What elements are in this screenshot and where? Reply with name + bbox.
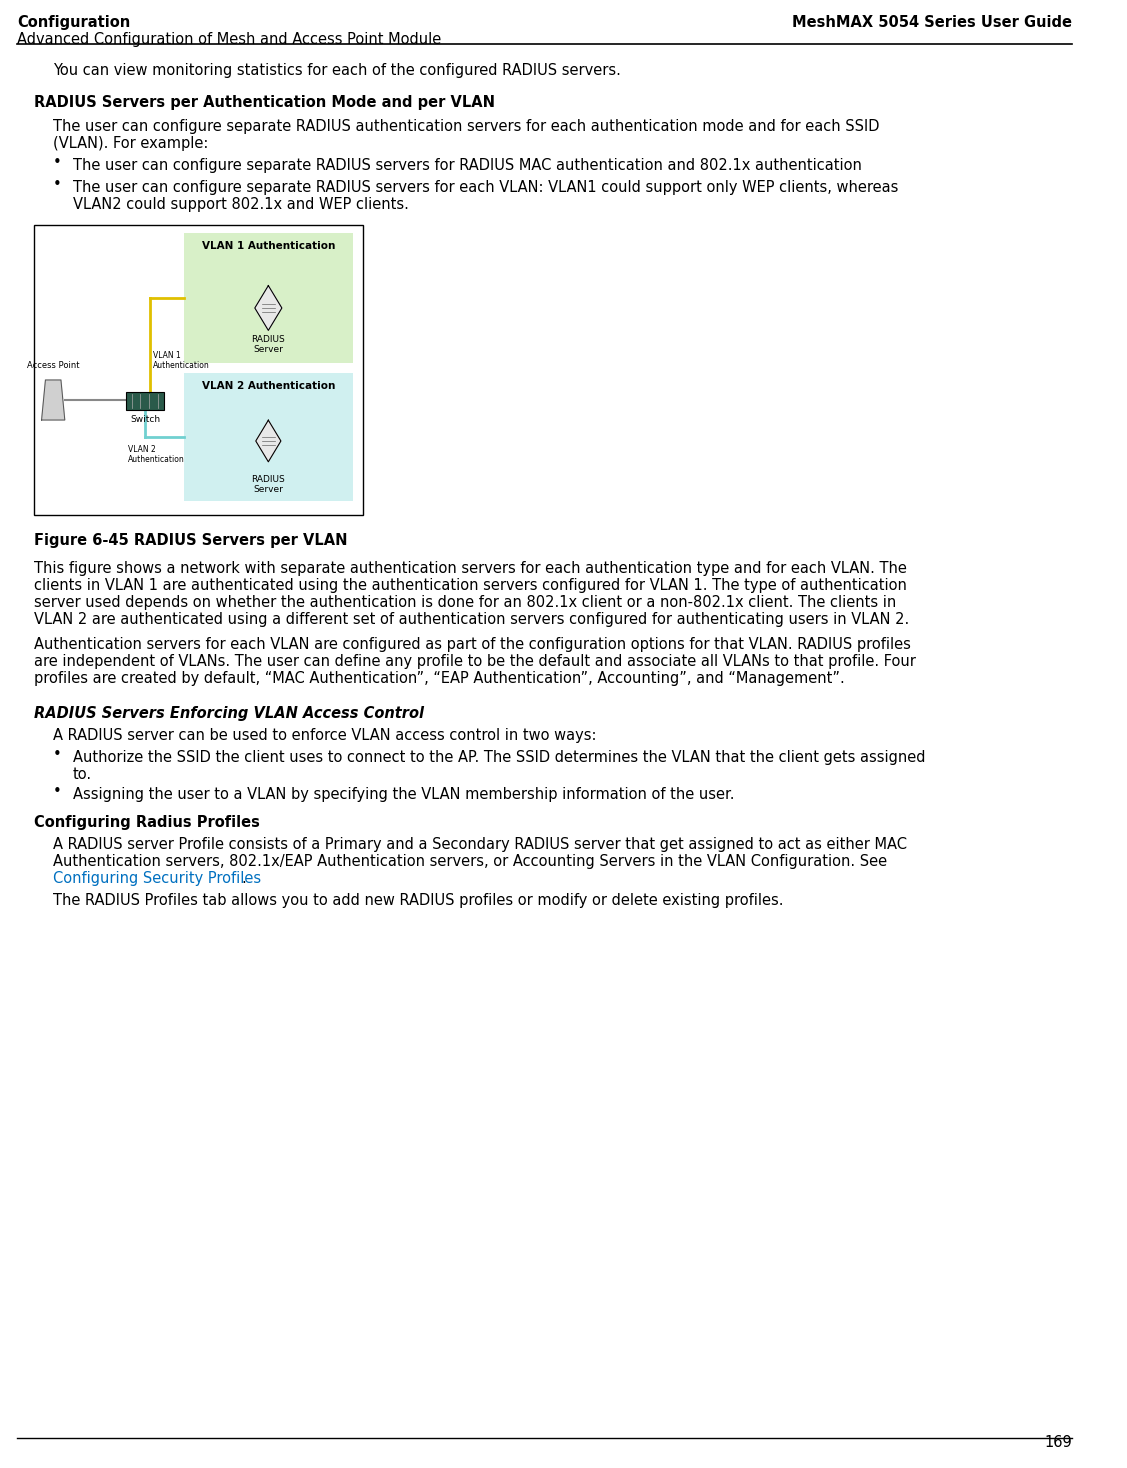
- Text: VLAN 1 Authentication: VLAN 1 Authentication: [202, 241, 335, 251]
- Text: RADIUS Servers per Authentication Mode and per VLAN: RADIUS Servers per Authentication Mode a…: [34, 95, 495, 110]
- Text: RADIUS
Server: RADIUS Server: [251, 476, 285, 495]
- Text: 169: 169: [1045, 1436, 1073, 1450]
- Text: RADIUS Servers Enforcing VLAN Access Control: RADIUS Servers Enforcing VLAN Access Con…: [34, 706, 424, 721]
- Text: Authorize the SSID the client uses to connect to the AP. The SSID determines the: Authorize the SSID the client uses to co…: [72, 750, 925, 765]
- Text: This figure shows a network with separate authentication servers for each authen: This figure shows a network with separat…: [34, 561, 907, 575]
- Text: server used depends on whether the authentication is done for an 802.1x client o: server used depends on whether the authe…: [34, 595, 896, 611]
- Text: profiles are created by default, “MAC Authentication”, “EAP Authentication”, Acc: profiles are created by default, “MAC Au…: [34, 671, 844, 686]
- Text: You can view monitoring statistics for each of the configured RADIUS servers.: You can view monitoring statistics for e…: [53, 63, 621, 78]
- Text: VLAN 2 are authenticated using a different set of authentication servers configu: VLAN 2 are authenticated using a differe…: [34, 612, 909, 627]
- Text: to.: to.: [72, 766, 91, 782]
- Text: VLAN 1
Authentication: VLAN 1 Authentication: [153, 351, 210, 370]
- Bar: [184, 373, 353, 501]
- Text: •: •: [53, 178, 62, 192]
- Text: Configuration: Configuration: [17, 15, 131, 29]
- Text: A RADIUS server can be used to enforce VLAN access control in two ways:: A RADIUS server can be used to enforce V…: [53, 728, 596, 743]
- Text: The user can configure separate RADIUS authentication servers for each authentic: The user can configure separate RADIUS a…: [53, 119, 880, 134]
- Text: are independent of VLANs. The user can define any profile to be the default and : are independent of VLANs. The user can d…: [34, 655, 916, 669]
- Text: •: •: [53, 747, 62, 762]
- Text: MeshMAX 5054 Series User Guide: MeshMAX 5054 Series User Guide: [792, 15, 1073, 29]
- Polygon shape: [42, 380, 64, 420]
- Text: The user can configure separate RADIUS servers for RADIUS MAC authentication and: The user can configure separate RADIUS s…: [72, 159, 861, 173]
- Text: •: •: [53, 156, 62, 170]
- Bar: [126, 392, 165, 410]
- Text: VLAN 2 Authentication: VLAN 2 Authentication: [202, 382, 335, 390]
- Text: (VLAN). For example:: (VLAN). For example:: [53, 137, 208, 151]
- Bar: [184, 233, 353, 363]
- Text: Authentication servers, 802.1x/EAP Authentication servers, or Accounting Servers: Authentication servers, 802.1x/EAP Authe…: [53, 854, 887, 869]
- Text: The user can configure separate RADIUS servers for each VLAN: VLAN1 could suppor: The user can configure separate RADIUS s…: [72, 181, 898, 195]
- Text: VLAN 2
Authentication: VLAN 2 Authentication: [127, 445, 185, 464]
- Polygon shape: [255, 286, 282, 330]
- Text: Switch: Switch: [130, 415, 160, 424]
- Text: Assigning the user to a VLAN by specifying the VLAN membership information of th: Assigning the user to a VLAN by specifyi…: [72, 787, 734, 802]
- Text: A RADIUS server Profile consists of a Primary and a Secondary RADIUS server that: A RADIUS server Profile consists of a Pr…: [53, 837, 907, 851]
- Text: clients in VLAN 1 are authenticated using the authentication servers configured : clients in VLAN 1 are authenticated usin…: [34, 578, 907, 593]
- Polygon shape: [256, 420, 281, 462]
- Text: Configuring Security Profiles: Configuring Security Profiles: [53, 871, 261, 887]
- Text: The RADIUS Profiles tab allows you to add new RADIUS profiles or modify or delet: The RADIUS Profiles tab allows you to ad…: [53, 893, 783, 909]
- Text: •: •: [53, 784, 62, 799]
- Text: Advanced Configuration of Mesh and Access Point Module: Advanced Configuration of Mesh and Acces…: [17, 32, 442, 47]
- Text: Access Point: Access Point: [27, 361, 79, 370]
- Text: Configuring Radius Profiles: Configuring Radius Profiles: [34, 815, 259, 829]
- Text: Figure 6-45 RADIUS Servers per VLAN: Figure 6-45 RADIUS Servers per VLAN: [34, 533, 347, 548]
- Text: .: .: [242, 871, 247, 887]
- Text: VLAN2 could support 802.1x and WEP clients.: VLAN2 could support 802.1x and WEP clien…: [72, 197, 408, 211]
- Text: Authentication servers for each VLAN are configured as part of the configuration: Authentication servers for each VLAN are…: [34, 637, 911, 652]
- Bar: [34, 225, 363, 515]
- Text: RADIUS
Server: RADIUS Server: [251, 335, 285, 354]
